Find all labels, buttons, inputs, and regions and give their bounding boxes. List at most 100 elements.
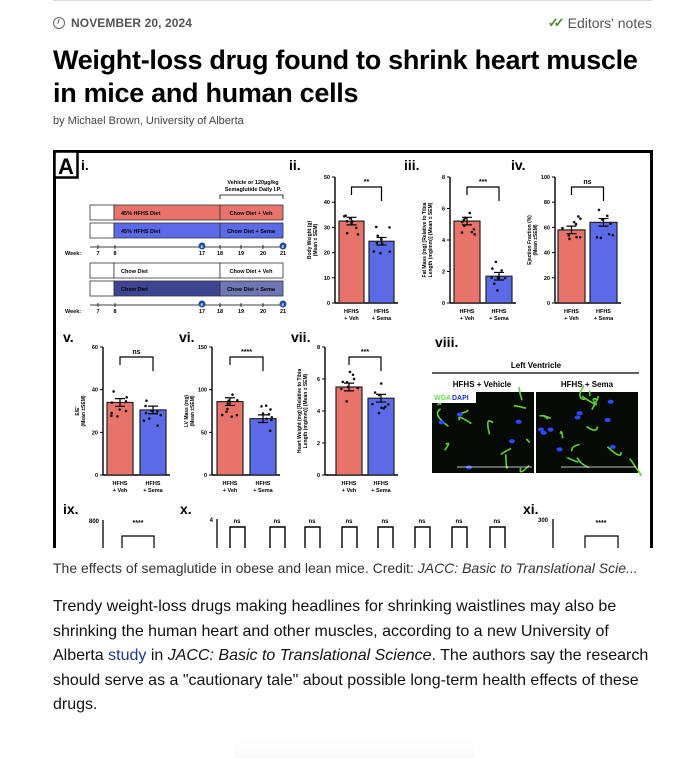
echo-marker-icon	[198, 242, 206, 250]
significance-bracket	[304, 526, 321, 548]
data-point	[371, 402, 374, 406]
membrane-stain	[443, 422, 449, 427]
week-number: 17	[199, 309, 205, 315]
y-tick-label: 50	[324, 175, 330, 181]
y-tick-label: 4	[317, 409, 321, 415]
week-number: 7	[96, 251, 99, 257]
histology-right-label: HFHS + Sema	[561, 380, 614, 389]
group-label: + Sema	[594, 316, 614, 322]
data-point	[496, 289, 499, 292]
diet-row-post	[219, 204, 284, 221]
data-point	[345, 231, 349, 235]
group-label: + Sema	[143, 488, 163, 494]
date-text: NOVEMBER 20, 2024	[71, 16, 193, 30]
group-label: + Veh	[564, 316, 579, 322]
data-point	[372, 250, 376, 253]
stain-dapi: DAPI	[452, 395, 469, 402]
nucleus-stain	[456, 412, 463, 417]
data-point	[350, 221, 353, 225]
clock-icon	[53, 17, 65, 29]
significance-label: ns	[493, 519, 501, 525]
data-point	[269, 408, 272, 411]
data-point	[227, 399, 230, 403]
error-bar	[566, 225, 577, 235]
paragraph-text: . The authors say the research should se…	[53, 647, 649, 713]
data-point	[124, 399, 128, 403]
data-point	[348, 216, 352, 220]
significance-label: **	[364, 179, 370, 186]
y-axis-label: Length (mg/mm)] (Mean ± SEM)	[303, 373, 309, 448]
data-point	[376, 234, 380, 238]
data-point	[348, 370, 352, 374]
nucleus-stain	[556, 447, 563, 452]
data-point	[346, 385, 350, 389]
data-point	[124, 409, 128, 413]
data-point	[567, 234, 571, 237]
editors-notes-link[interactable]: ✓✓ Editors' notes	[548, 15, 652, 31]
diet-row-post	[219, 262, 284, 279]
data-point	[144, 404, 147, 408]
week-number: 20	[260, 309, 266, 315]
y-axis-label: (Mean ±SEM)	[190, 395, 196, 426]
data-point	[601, 218, 605, 221]
membrane-stain	[559, 430, 564, 439]
data-point	[352, 377, 356, 381]
byline: by Michael Brown, University of Alberta	[53, 115, 244, 127]
data-point	[356, 386, 360, 390]
data-point	[220, 413, 224, 417]
group-label: HFHS	[492, 309, 507, 315]
significance-label: ns	[233, 519, 241, 525]
y-tick-label: 40	[324, 200, 330, 206]
data-point	[267, 413, 271, 416]
membrane-stain	[581, 395, 597, 406]
nucleus-stain	[607, 399, 614, 404]
membrane-stain	[518, 387, 523, 401]
data-point	[384, 405, 387, 409]
diet-row-lead	[89, 222, 115, 239]
membrane-stain	[526, 438, 531, 444]
membrane-stain	[566, 456, 579, 463]
diet-pre-label: 45% HFHS Diet	[121, 229, 161, 235]
error-bar	[148, 405, 158, 415]
data-point	[351, 373, 355, 377]
bracket-label-2: Semaglutide Daily I.P.	[225, 187, 282, 193]
data-point	[609, 222, 612, 226]
data-point	[463, 216, 467, 220]
group-label: + Sema	[372, 316, 392, 322]
y-tick-label: 10	[324, 276, 330, 282]
data-point	[490, 276, 493, 280]
data-point	[597, 208, 601, 212]
panel-label: ix.	[63, 501, 79, 517]
week-number: 7	[96, 309, 99, 315]
data-point	[265, 417, 268, 421]
data-point	[503, 276, 507, 280]
treatment-bracket	[219, 194, 284, 199]
bar-panel-vii: vii. 0 2 4 6 8 Heart Weight (mg) [Relative to …	[291, 329, 398, 494]
week-number: 19	[238, 309, 244, 315]
y-tick-label: 6	[317, 377, 320, 383]
study-link[interactable]: study	[108, 647, 147, 664]
data-point	[578, 235, 582, 239]
data-point	[150, 409, 153, 412]
echo-marker-label: E	[282, 244, 285, 249]
bar	[216, 401, 244, 476]
article-figure[interactable]: A i. Vehicle or 120µg/kg Semaglutide Dai…	[53, 150, 653, 548]
article-paragraph: Trendy weight-loss drugs making headline…	[53, 595, 653, 718]
data-point	[261, 412, 265, 415]
group-label: HFHS	[256, 481, 271, 487]
significance-label: ns	[345, 519, 353, 525]
nucleus-stain	[538, 427, 545, 432]
data-point	[470, 230, 474, 234]
significance-bracket	[451, 526, 468, 548]
significance-label: ***	[361, 349, 369, 356]
panel-label: viii.	[435, 334, 458, 350]
membrane-stain	[513, 404, 527, 409]
data-point	[468, 211, 472, 215]
publish-date: NOVEMBER 20, 2024	[53, 16, 192, 30]
echo-marker-label: E	[201, 244, 204, 249]
significance-bracket	[489, 526, 506, 548]
data-point	[491, 267, 494, 270]
data-point	[264, 404, 268, 407]
data-point	[345, 380, 349, 384]
